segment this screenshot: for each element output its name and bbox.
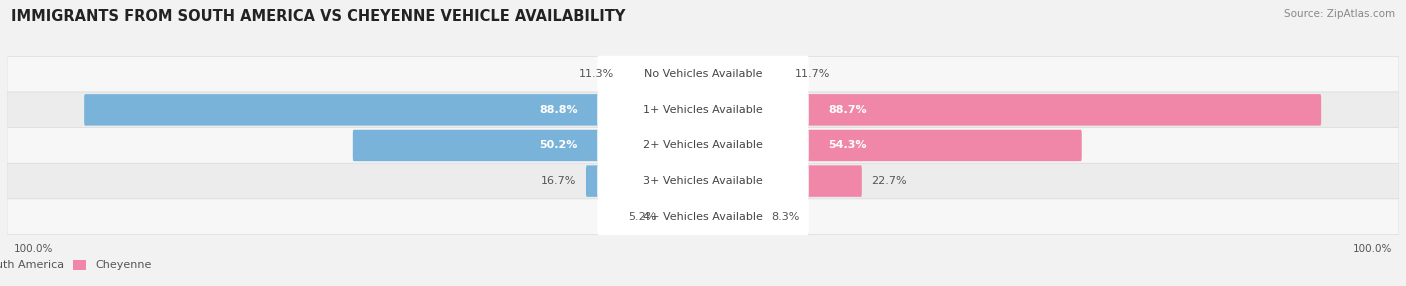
FancyBboxPatch shape	[598, 91, 808, 128]
FancyBboxPatch shape	[84, 94, 599, 126]
Text: 3+ Vehicles Available: 3+ Vehicles Available	[643, 176, 763, 186]
FancyBboxPatch shape	[7, 199, 1399, 235]
Text: No Vehicles Available: No Vehicles Available	[644, 69, 762, 79]
Text: IMMIGRANTS FROM SOUTH AMERICA VS CHEYENNE VEHICLE AVAILABILITY: IMMIGRANTS FROM SOUTH AMERICA VS CHEYENN…	[11, 9, 626, 23]
Legend: Immigrants from South America, Cheyenne: Immigrants from South America, Cheyenne	[0, 260, 152, 271]
Text: Source: ZipAtlas.com: Source: ZipAtlas.com	[1284, 9, 1395, 19]
Text: 100.0%: 100.0%	[14, 245, 53, 255]
FancyBboxPatch shape	[353, 130, 599, 161]
Text: 5.2%: 5.2%	[628, 212, 657, 222]
Text: 50.2%: 50.2%	[540, 140, 578, 150]
FancyBboxPatch shape	[598, 56, 808, 93]
Text: 88.8%: 88.8%	[538, 105, 578, 115]
FancyBboxPatch shape	[807, 130, 1081, 161]
FancyBboxPatch shape	[598, 198, 808, 235]
Text: 11.3%: 11.3%	[579, 69, 614, 79]
FancyBboxPatch shape	[7, 56, 1399, 92]
FancyBboxPatch shape	[598, 162, 808, 200]
Text: 16.7%: 16.7%	[541, 176, 576, 186]
Text: 11.7%: 11.7%	[794, 69, 831, 79]
FancyBboxPatch shape	[7, 92, 1399, 128]
Text: 54.3%: 54.3%	[828, 140, 866, 150]
Text: 8.3%: 8.3%	[772, 212, 800, 222]
Text: 88.7%: 88.7%	[828, 105, 868, 115]
FancyBboxPatch shape	[807, 165, 862, 197]
FancyBboxPatch shape	[807, 94, 1322, 126]
FancyBboxPatch shape	[598, 127, 808, 164]
FancyBboxPatch shape	[7, 163, 1399, 199]
Text: 1+ Vehicles Available: 1+ Vehicles Available	[643, 105, 763, 115]
FancyBboxPatch shape	[586, 165, 599, 197]
Text: 22.7%: 22.7%	[872, 176, 907, 186]
Text: 100.0%: 100.0%	[1353, 245, 1392, 255]
Text: 4+ Vehicles Available: 4+ Vehicles Available	[643, 212, 763, 222]
FancyBboxPatch shape	[7, 128, 1399, 163]
Text: 2+ Vehicles Available: 2+ Vehicles Available	[643, 140, 763, 150]
